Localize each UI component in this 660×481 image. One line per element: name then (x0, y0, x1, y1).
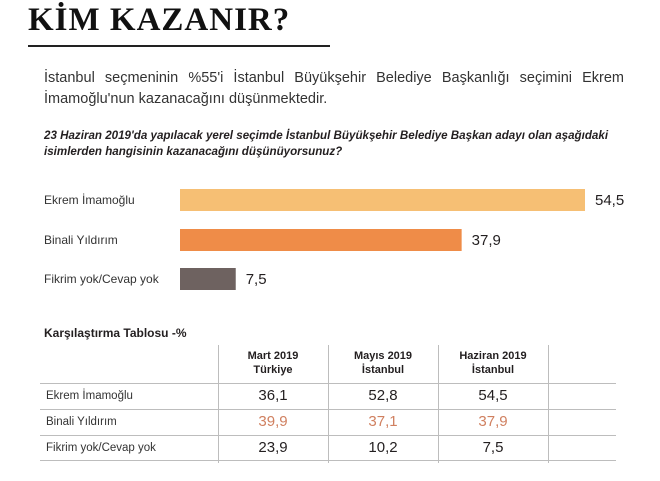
bar (180, 229, 462, 251)
column-header-mart-2019: Mart 2019 Türkiye (218, 349, 328, 377)
table-row: Fikrim yok/Cevap yok 23,9 10,2 7,5 (40, 435, 616, 461)
cell-value: 10,2 (368, 439, 398, 456)
cell-value: 23,9 (258, 439, 288, 456)
column-header-line2: Türkiye (253, 364, 293, 376)
cell-value: 54,5 (478, 387, 508, 404)
data-label: 54,5 (595, 192, 624, 209)
table-row: Binali Yıldırım 39,9 37,1 37,9 (40, 409, 616, 435)
category-label: Ekrem İmamoğlu (44, 193, 135, 207)
table-row: Ekrem İmamoğlu 36,1 52,8 54,5 (40, 383, 616, 409)
column-header-line2: İstanbul (471, 364, 515, 376)
data-label: 37,9 (472, 232, 501, 249)
bar-chart: Ekrem İmamoğlu 54,5 Binali Yıldırım 37,9 Fik… (44, 189, 624, 290)
cell-value: 36,1 (258, 387, 288, 404)
survey-question: 23 Haziran 2019'da yapılacak yerel seçim… (44, 129, 609, 158)
column-divider (548, 345, 549, 463)
column-header-line1: Mayıs 2019 (353, 350, 413, 362)
comparison-table: Mart 2019 Türkiye Mayıs 2019 İstanbul Ha… (40, 345, 616, 463)
column-divider (328, 345, 329, 463)
column-header-mayis-2019: Mayıs 2019 İstanbul (328, 349, 438, 377)
table-header: Mart 2019 Türkiye Mayıs 2019 İstanbul Ha… (40, 345, 616, 463)
cell-value: 37,9 (478, 413, 508, 430)
cell-value: 39,9 (258, 413, 288, 430)
column-header-line1: Mart 2019 (247, 350, 299, 362)
cell-value: 37,1 (368, 413, 398, 430)
row-label: Binali Yıldırım (46, 416, 117, 428)
page-title: KİM KAZANIR? (28, 2, 291, 38)
row-label: Fikrim yok/Cevap yok (46, 442, 156, 454)
row-label: Ekrem İmamoğlu (46, 390, 133, 402)
category-label: Binali Yıldırım (44, 233, 118, 247)
column-divider (438, 345, 439, 463)
column-header-line2: İstanbul (361, 364, 405, 376)
bar (180, 268, 236, 290)
cell-value: 52,8 (368, 387, 398, 404)
bar (180, 189, 585, 211)
column-divider (218, 345, 219, 463)
data-label: 7,5 (246, 271, 267, 288)
table-title: Karşılaştırma Tablosu -% (44, 326, 187, 340)
cell-value: 7,5 (482, 439, 504, 456)
column-header-haziran-2019: Haziran 2019 İstanbul (438, 349, 548, 377)
category-label: Fikrim yok/Cevap yok (44, 272, 160, 286)
lead-paragraph: İstanbul seçmeninin %55'i İstanbul Büyük… (44, 70, 624, 107)
title-underline (28, 45, 330, 47)
column-header-line1: Haziran 2019 (459, 350, 527, 362)
